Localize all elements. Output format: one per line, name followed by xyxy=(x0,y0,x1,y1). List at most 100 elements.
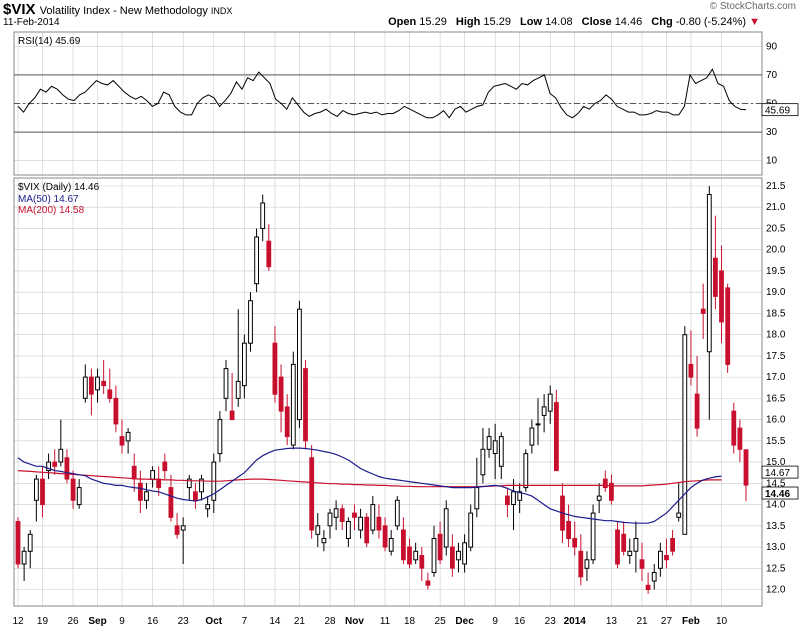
price-gridlines xyxy=(14,178,762,606)
candle xyxy=(621,521,627,556)
candle xyxy=(651,564,657,590)
x-tick-label: 2014 xyxy=(564,616,587,627)
candle-body xyxy=(113,397,119,425)
candle xyxy=(743,449,749,502)
candle xyxy=(150,466,155,488)
candle-body xyxy=(474,487,480,510)
candle-body xyxy=(486,436,492,450)
candle xyxy=(315,513,321,548)
candle xyxy=(388,530,394,556)
candle xyxy=(737,419,743,463)
candle-body xyxy=(590,512,596,561)
candle xyxy=(486,428,492,458)
candle xyxy=(639,542,645,582)
candle-body xyxy=(639,559,645,569)
candle-body xyxy=(419,555,425,569)
x-tick-label: 27 xyxy=(661,616,673,627)
candle-body xyxy=(248,300,253,344)
x-tick-label: 16 xyxy=(147,616,159,627)
candle xyxy=(505,487,510,518)
candle-body xyxy=(370,504,376,531)
candle-body xyxy=(523,453,529,489)
candle xyxy=(101,360,107,395)
x-tick-label: 23 xyxy=(545,616,557,627)
candle-body xyxy=(505,495,510,506)
candle-body xyxy=(468,512,474,548)
candle xyxy=(82,364,88,403)
candle-body xyxy=(670,538,676,552)
price-y-tick: 15.5 xyxy=(766,436,786,447)
price-panel-frame xyxy=(13,177,763,607)
candle xyxy=(278,364,284,433)
candle-body xyxy=(186,478,192,489)
x-tick-label: Oct xyxy=(205,616,222,627)
candle-body xyxy=(70,478,76,501)
candle xyxy=(450,534,455,577)
candle xyxy=(419,547,425,582)
candle-body xyxy=(388,538,394,552)
candle xyxy=(443,500,449,556)
x-tick-label: 28 xyxy=(324,616,336,627)
x-tick-label: 12 xyxy=(12,616,24,627)
x-tick-label: 9 xyxy=(119,616,125,627)
candle xyxy=(658,542,663,577)
rsi-y-tick: 70 xyxy=(766,70,778,81)
ohlc-readout: Open 15.29 High 15.29 Low 14.08 Close 14… xyxy=(388,16,760,28)
candle-body xyxy=(180,525,186,531)
ma200-legend: MA(200) 14.58 xyxy=(18,205,85,216)
candle-body xyxy=(339,508,345,522)
candle xyxy=(235,309,241,407)
candle xyxy=(242,334,247,399)
candle-body xyxy=(566,521,572,539)
price-y-tick: 17.5 xyxy=(766,351,786,362)
price-y-tick: 14.5 xyxy=(766,478,786,489)
symbol-title: $VIX Volatility Index - New Methodology I… xyxy=(3,1,233,18)
candle-body xyxy=(52,461,58,467)
candle-body xyxy=(138,482,143,501)
candle-body xyxy=(511,491,516,505)
candle-body xyxy=(333,508,339,518)
candle-body xyxy=(621,533,627,552)
candle xyxy=(731,402,737,454)
x-tick-label: 19 xyxy=(37,616,49,627)
candle-body xyxy=(719,270,724,323)
candle-body xyxy=(89,376,94,395)
candle xyxy=(260,194,266,242)
candle-body xyxy=(382,525,388,548)
rsi-y-tick: 30 xyxy=(766,127,778,138)
candle-body xyxy=(107,389,113,399)
candle-body xyxy=(125,431,131,442)
candle-body xyxy=(76,487,82,506)
x-tick-label: Dec xyxy=(455,616,474,627)
rsi-title: RSI(14) 45.69 xyxy=(18,36,81,47)
candle-body xyxy=(480,448,486,476)
x-tick-label: Feb xyxy=(682,616,700,627)
candle xyxy=(125,428,131,454)
candle-body xyxy=(706,194,712,353)
price-y-tick: 16.0 xyxy=(766,415,786,426)
candle-body xyxy=(34,478,39,501)
candle-body xyxy=(431,538,437,573)
candle-body xyxy=(615,529,620,565)
candle xyxy=(511,479,516,531)
candle-body xyxy=(260,202,266,229)
ma50-last-tag: 14.67 xyxy=(765,468,790,479)
candle xyxy=(333,500,339,531)
candle-body xyxy=(413,550,419,561)
candle xyxy=(578,534,584,586)
candle-body xyxy=(633,538,639,552)
price-y-tick: 17.0 xyxy=(766,372,786,383)
x-tick-label: 23 xyxy=(178,616,190,627)
candle-body xyxy=(498,436,504,467)
candle xyxy=(266,224,272,271)
candle-body xyxy=(58,448,64,463)
candle-body xyxy=(578,550,584,578)
candle xyxy=(401,517,406,565)
ma50-legend: MA(50) 14.67 xyxy=(18,194,79,205)
candle xyxy=(15,517,21,569)
rsi-y-tick: 90 xyxy=(766,41,778,52)
candle xyxy=(609,474,614,505)
change-value: -0.80 (-5.24%) xyxy=(675,16,747,28)
rsi-reference-lines xyxy=(14,74,762,133)
